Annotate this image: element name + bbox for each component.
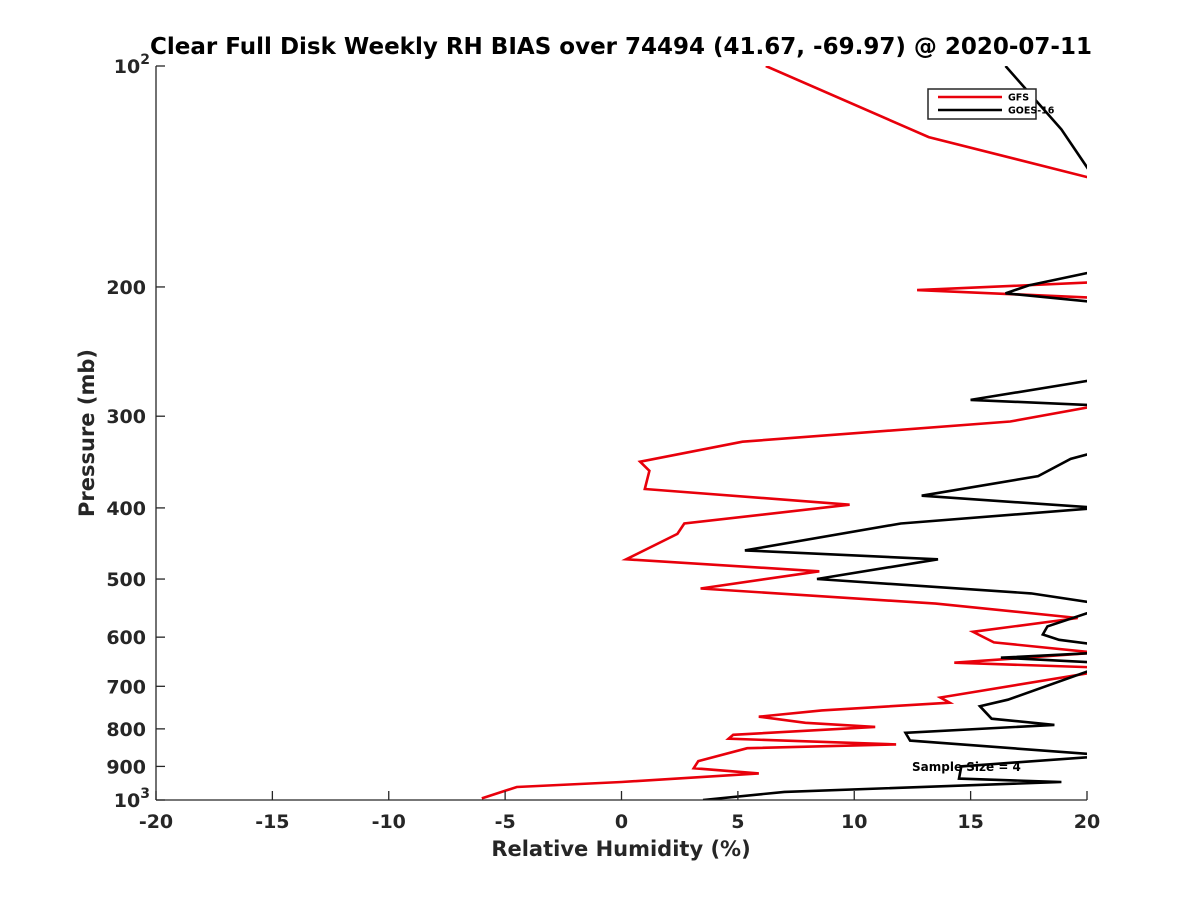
sample-size-annotation: Sample Size = 4 — [912, 760, 1021, 774]
x-tick-label: 15 — [957, 811, 983, 833]
x-tick-label: -15 — [255, 811, 289, 833]
x-tick-label: 10 — [841, 811, 867, 833]
x-tick-label: -20 — [139, 811, 173, 833]
x-axis-ticks: -20 -15 -10 -5 0 5 10 15 20 — [139, 791, 1100, 833]
y-axis-ticks: 102 200 300 400 500 600 700 800 900 103 — [106, 52, 165, 812]
y-tick-label: 103 — [114, 786, 150, 812]
series-layer — [481, 66, 1087, 800]
y-tick-label: 900 — [106, 756, 146, 778]
y-tick-label: 300 — [106, 406, 146, 428]
y-axis-label: Pressure (mb) — [75, 349, 99, 517]
y-tick-label: 600 — [106, 627, 146, 649]
y-tick-label: 700 — [106, 676, 146, 698]
x-tick-label: 0 — [615, 811, 628, 833]
y-tick-label: 800 — [106, 719, 146, 741]
y-tick-label: 102 — [114, 52, 150, 78]
x-tick-label: -10 — [372, 811, 406, 833]
legend-label-goes16: GOES-16 — [1008, 106, 1055, 117]
x-tick-label: 5 — [731, 811, 744, 833]
series-line-goes16 — [702, 66, 1087, 800]
chart-title: Clear Full Disk Weekly RH BIAS over 7449… — [150, 34, 1092, 60]
y-tick-label: 500 — [106, 569, 146, 591]
legend: GFS GOES-16 — [927, 88, 1055, 120]
legend-box — [927, 88, 1037, 120]
series-line-gfs — [481, 66, 1087, 800]
y-tick-label: 200 — [106, 277, 146, 299]
x-axis-label: Relative Humidity (%) — [491, 837, 750, 861]
legend-label-gfs: GFS — [1008, 93, 1029, 104]
x-tick-label: -5 — [495, 811, 516, 833]
y-tick-label: 400 — [106, 498, 146, 520]
x-tick-label: 20 — [1074, 811, 1100, 833]
